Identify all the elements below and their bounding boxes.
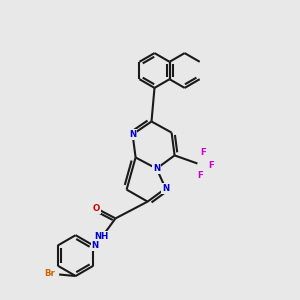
Text: N: N xyxy=(153,164,160,173)
Text: Br: Br xyxy=(44,268,55,278)
Text: F: F xyxy=(200,148,206,157)
Text: N: N xyxy=(162,184,169,193)
Text: O: O xyxy=(93,204,100,213)
Text: NH: NH xyxy=(94,232,109,241)
Text: F: F xyxy=(208,160,214,169)
Text: N: N xyxy=(129,130,136,139)
Text: F: F xyxy=(197,171,203,180)
Text: N: N xyxy=(91,241,98,250)
